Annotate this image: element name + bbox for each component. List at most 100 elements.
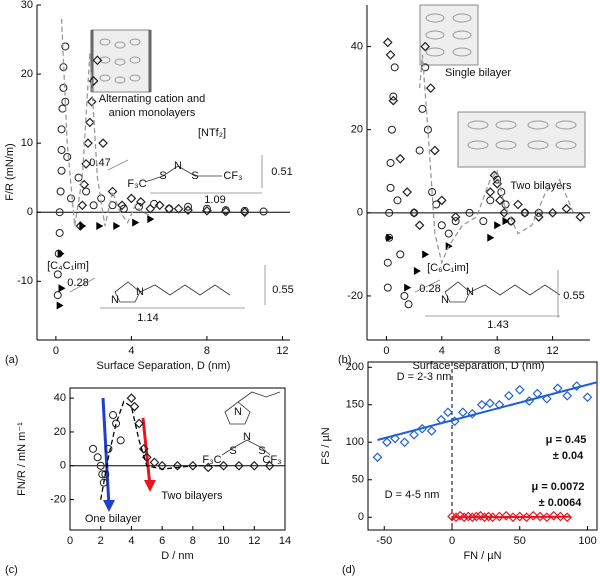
point — [56, 187, 65, 196]
point — [471, 511, 482, 522]
y-tick-label: 10 — [21, 137, 33, 149]
point — [116, 436, 125, 445]
x-tick-label: 12 — [248, 535, 260, 547]
point — [202, 204, 211, 213]
point — [390, 433, 400, 444]
point — [57, 249, 65, 258]
point — [467, 512, 478, 523]
annotation: μ = 0.45 — [546, 434, 587, 446]
point — [451, 217, 460, 226]
point — [172, 460, 183, 471]
point — [385, 208, 394, 217]
x-tick-label: 50 — [514, 535, 526, 547]
point — [542, 393, 552, 404]
point — [55, 208, 64, 217]
point — [400, 291, 409, 300]
x-axis-label: D / nm — [161, 550, 193, 562]
panel-label: (a) — [5, 354, 18, 366]
point — [451, 512, 461, 523]
point — [89, 201, 98, 210]
point — [58, 284, 66, 293]
annotation: ± 0.0064 — [539, 497, 583, 509]
point — [487, 233, 495, 242]
point — [149, 457, 160, 468]
point — [234, 460, 244, 471]
point — [188, 460, 198, 471]
x-tick-label: 0 — [449, 535, 455, 547]
point — [83, 138, 93, 148]
point — [86, 96, 97, 107]
point — [145, 203, 156, 214]
point — [239, 207, 250, 218]
point — [436, 195, 447, 206]
point — [221, 206, 230, 215]
point — [414, 220, 425, 231]
point — [389, 92, 398, 101]
point — [383, 283, 392, 292]
point — [79, 222, 87, 231]
point — [432, 200, 441, 209]
y-tick-label: -20 — [50, 493, 66, 505]
point — [183, 205, 193, 215]
x-axis-label: FN / µN — [463, 550, 501, 562]
point — [112, 419, 121, 428]
point — [77, 200, 88, 211]
annotation: F₃C — [202, 454, 221, 466]
molecule-drawings — [69, 155, 561, 456]
point — [393, 196, 402, 205]
annotation: N — [136, 286, 144, 298]
x-tick-label: 8 — [190, 535, 196, 547]
point — [520, 207, 530, 218]
point — [489, 170, 500, 181]
annotation: [C₆C₁im] — [427, 262, 469, 274]
annotation: 1.43 — [487, 319, 508, 331]
annotation: N — [234, 406, 242, 418]
x-tick-label: 0 — [67, 535, 73, 547]
inset-b — [419, 4, 586, 168]
point — [56, 301, 64, 310]
y-tick-label: 20 — [54, 426, 66, 438]
point — [382, 437, 392, 448]
point — [134, 418, 144, 429]
annotation: S — [191, 170, 198, 182]
point — [555, 511, 566, 522]
point — [58, 104, 67, 113]
point — [113, 222, 121, 231]
annotation: N — [466, 286, 474, 298]
point — [402, 187, 413, 197]
y-axis-label: F/R (mN/m) — [4, 143, 16, 200]
annotation: 1.09 — [204, 194, 225, 206]
point — [437, 221, 446, 230]
point — [66, 194, 75, 203]
point — [547, 207, 558, 218]
x-tick-label: 4 — [128, 345, 134, 357]
y-tick-label: -10 — [17, 275, 33, 287]
point — [404, 283, 412, 292]
x-tick-label: 6 — [159, 535, 165, 547]
point — [383, 258, 392, 267]
point — [535, 511, 545, 522]
point — [218, 460, 229, 471]
annotation: [NTf₂] — [198, 127, 226, 139]
point — [55, 228, 64, 237]
point — [404, 300, 413, 309]
x-tick-label: 4 — [439, 345, 445, 357]
x-tick-label: 8 — [204, 345, 210, 357]
point — [147, 215, 155, 224]
point — [61, 97, 70, 106]
point — [459, 512, 470, 523]
y-axis-label: FN/R / mN m⁻¹ — [16, 422, 28, 496]
y-axis-label: FS / µN — [320, 427, 332, 465]
point — [528, 510, 539, 521]
point — [59, 83, 68, 92]
point — [501, 200, 510, 209]
point — [396, 250, 405, 259]
point — [409, 429, 419, 440]
point — [184, 202, 193, 211]
point — [104, 444, 113, 453]
y-tick-label: 100 — [346, 436, 364, 448]
annotation: S — [258, 445, 265, 457]
y-tick-label: 20 — [351, 124, 363, 136]
annotation: μ = 0.0072 — [532, 481, 585, 493]
